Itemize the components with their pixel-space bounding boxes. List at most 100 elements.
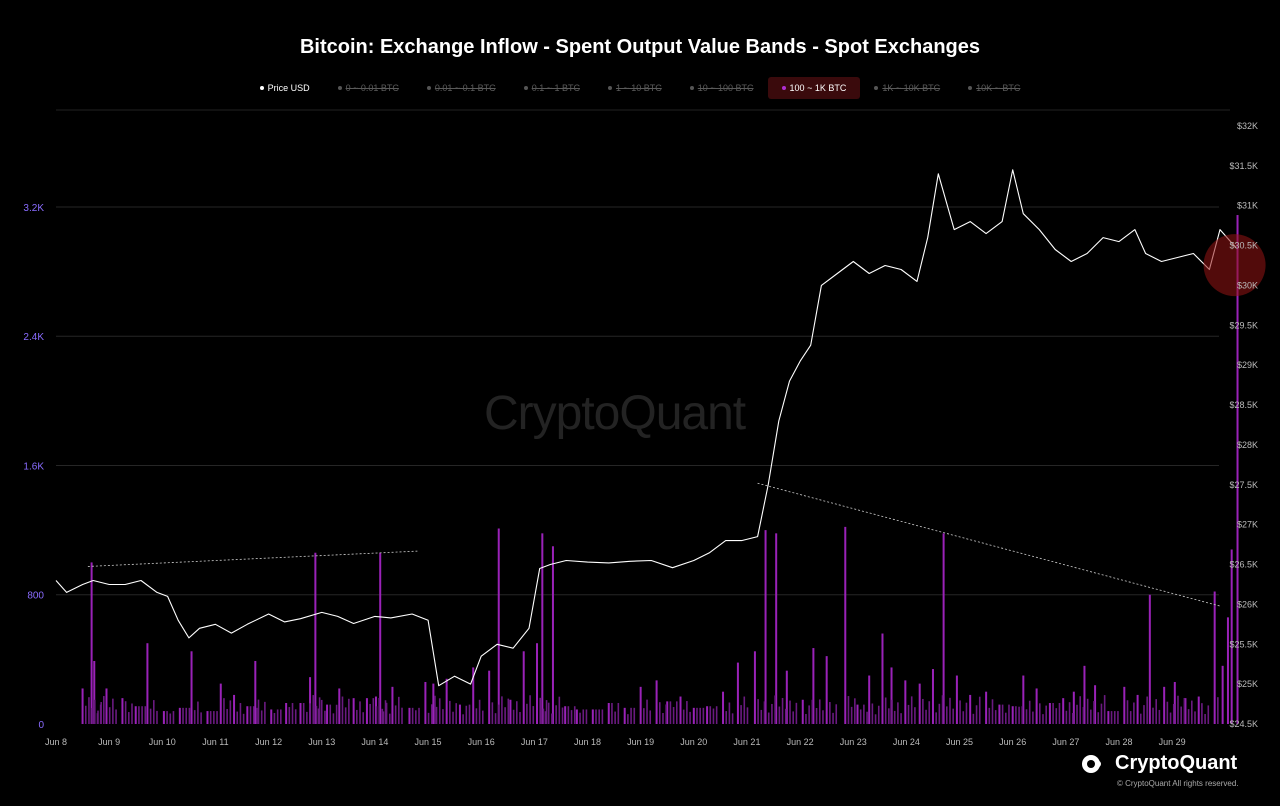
- inflow-bar-minor: [962, 711, 965, 724]
- inflow-bar-minor: [315, 705, 318, 724]
- legend-label: 0 ~ 0.01 BTC: [345, 83, 399, 93]
- inflow-bar-minor: [442, 709, 444, 724]
- inflow-bar-minor: [689, 711, 691, 724]
- inflow-bar: [365, 698, 368, 724]
- y-right-tick-label: $30.5K: [1229, 241, 1258, 251]
- inflow-bar-minor: [1117, 711, 1119, 724]
- brand-logo: CryptoQuant: [1081, 752, 1237, 775]
- inflow-bar: [1072, 691, 1075, 724]
- inflow-bar-minor: [1133, 702, 1135, 724]
- inflow-bar-minor: [774, 695, 776, 724]
- inflow-bar: [666, 701, 669, 724]
- inflow-bar-minor: [601, 709, 604, 724]
- inflow-bar-minor: [375, 706, 378, 724]
- inflow-bar: [522, 651, 525, 724]
- inflow-bar-minor: [614, 711, 616, 724]
- inflow-bar-minor: [972, 713, 975, 724]
- inflow-bar-minor: [567, 706, 570, 724]
- inflow-bar-minor: [757, 699, 759, 724]
- inflow-bar-minor: [1201, 703, 1203, 724]
- inflow-bar-minor: [1042, 714, 1044, 724]
- inflow-bar-minor: [182, 707, 184, 724]
- inflow-bar-minor: [260, 710, 263, 724]
- legend-item[interactable]: 0.01 ~ 0.1 BTC: [413, 77, 510, 99]
- inflow-bar: [985, 691, 988, 724]
- inflow-bar: [299, 702, 302, 724]
- legend-item[interactable]: 0.1 ~ 1 BTC: [510, 77, 594, 99]
- inflow-bar-minor: [1191, 700, 1193, 724]
- inflow-bar-minor: [172, 711, 175, 724]
- legend-item[interactable]: 0 ~ 0.01 BTC: [324, 77, 413, 99]
- inflow-bar-minor: [792, 711, 794, 724]
- legend-item[interactable]: 100 ~ 1K BTC: [767, 77, 861, 99]
- inflow-bar-minor: [529, 695, 531, 724]
- legend-item[interactable]: 10 ~ 100 BTC: [676, 77, 768, 99]
- inflow-bar: [408, 707, 411, 724]
- inflow-bar-minor: [935, 712, 937, 724]
- inflow-bar-minor: [166, 711, 168, 724]
- inflow-bar: [1236, 215, 1239, 725]
- x-tick-label: Jun 11: [202, 737, 228, 747]
- legend-item[interactable]: Price USD: [246, 77, 324, 99]
- inflow-bar: [246, 706, 249, 724]
- inflow-bar: [1123, 686, 1126, 724]
- inflow-bar-minor: [103, 696, 105, 724]
- inflow-bar-minor: [1093, 701, 1095, 724]
- inflow-bar: [270, 709, 273, 724]
- inflow-bar: [1221, 665, 1224, 724]
- legend-item[interactable]: 10K ~ BTC: [954, 77, 1034, 99]
- inflow-bar: [856, 704, 859, 724]
- inflow-bar-minor: [398, 696, 400, 724]
- inflow-bar-minor: [959, 700, 961, 724]
- y-right-tick-label: $24.5K: [1229, 719, 1258, 729]
- inflow-bar: [134, 706, 137, 724]
- price-series-line: [55, 169, 1237, 687]
- inflow-bar-minor: [665, 704, 667, 724]
- inflow-bar: [121, 698, 124, 724]
- inflow-bar-minor: [672, 707, 675, 724]
- inflow-bar-minor: [585, 709, 588, 724]
- inflow-bar-minor: [1028, 700, 1031, 724]
- inflow-bar-minor: [712, 708, 715, 724]
- inflow-bar: [679, 696, 682, 724]
- inflow-bar-minor: [1008, 704, 1010, 724]
- inflow-bar: [424, 681, 427, 724]
- inflow-bar: [458, 704, 461, 724]
- inflow-bar: [105, 688, 108, 724]
- inflow-bar-minor: [481, 710, 484, 724]
- inflow-bar: [1213, 591, 1216, 724]
- inflow-bar: [488, 670, 491, 724]
- y-right-tick-label: $31.5K: [1229, 161, 1258, 171]
- legend-label: 10 ~ 100 BTC: [697, 83, 754, 93]
- y-left-tick-label: 0: [38, 720, 44, 731]
- price-line: [55, 169, 1237, 687]
- inflow-bar-minor: [805, 713, 807, 724]
- inflow-bar-minor: [1065, 710, 1068, 724]
- inflow-bar: [497, 528, 500, 724]
- inflow-bar-minor: [573, 706, 576, 724]
- inflow-bar-minor: [526, 703, 528, 724]
- inflow-bar-minor: [1152, 707, 1154, 724]
- inflow-bar-minor: [1139, 713, 1142, 724]
- inflow-bar-minor: [249, 706, 252, 724]
- inflow-bar: [509, 699, 512, 724]
- inflow-bar-minor: [544, 711, 547, 724]
- inflow-bar-minor: [226, 708, 228, 724]
- inflow-bar-minor: [715, 706, 718, 724]
- legend-item[interactable]: 1K ~ 10K BTC: [860, 77, 954, 99]
- inflow-bar: [206, 711, 209, 724]
- inflow-bar: [1173, 681, 1176, 724]
- inflow-bar-minor: [236, 711, 239, 724]
- inflow-bar: [285, 702, 288, 724]
- grid-lines: [56, 109, 1230, 596]
- inflow-bar-minor: [124, 701, 127, 724]
- watermark: CryptoQuant: [484, 387, 746, 440]
- inflow-bar-minor: [385, 702, 388, 724]
- y-right-tick-label: $25K: [1237, 679, 1258, 689]
- legend-item[interactable]: 1 ~ 10 BTC: [594, 77, 676, 99]
- inflow-bar-minor: [731, 713, 734, 724]
- inflow-bar-minor: [1217, 697, 1219, 724]
- inflow-bar-minor: [633, 707, 636, 724]
- inflow-bar: [890, 667, 893, 724]
- y-right-tick-label: $30K: [1237, 280, 1258, 290]
